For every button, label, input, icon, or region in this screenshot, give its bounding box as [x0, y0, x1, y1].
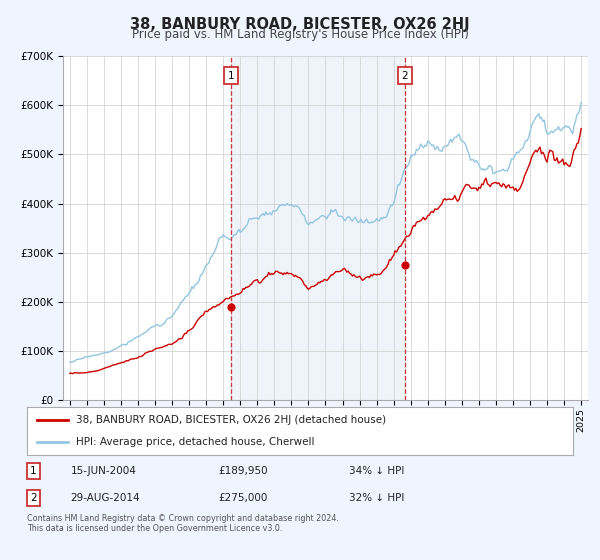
Text: HPI: Average price, detached house, Cherwell: HPI: Average price, detached house, Cher… [76, 437, 314, 447]
Text: £275,000: £275,000 [218, 493, 268, 503]
Text: 2: 2 [401, 71, 408, 81]
Text: Price paid vs. HM Land Registry's House Price Index (HPI): Price paid vs. HM Land Registry's House … [131, 28, 469, 41]
Point [226, 302, 236, 311]
Text: 38, BANBURY ROAD, BICESTER, OX26 2HJ: 38, BANBURY ROAD, BICESTER, OX26 2HJ [130, 17, 470, 32]
Text: 29-AUG-2014: 29-AUG-2014 [71, 493, 140, 503]
Text: 1: 1 [30, 466, 37, 476]
Text: 2: 2 [30, 493, 37, 503]
Point [400, 260, 410, 269]
Text: Contains HM Land Registry data © Crown copyright and database right 2024.: Contains HM Land Registry data © Crown c… [27, 514, 339, 523]
Text: 15-JUN-2004: 15-JUN-2004 [71, 466, 137, 476]
Bar [231, 56, 405, 400]
Text: 1: 1 [228, 71, 235, 81]
Text: 38, BANBURY ROAD, BICESTER, OX26 2HJ (detached house): 38, BANBURY ROAD, BICESTER, OX26 2HJ (de… [76, 415, 386, 425]
Text: 34% ↓ HPI: 34% ↓ HPI [349, 466, 404, 476]
Text: This data is licensed under the Open Government Licence v3.0.: This data is licensed under the Open Gov… [27, 524, 283, 533]
Text: £189,950: £189,950 [218, 466, 268, 476]
Text: 32% ↓ HPI: 32% ↓ HPI [349, 493, 404, 503]
